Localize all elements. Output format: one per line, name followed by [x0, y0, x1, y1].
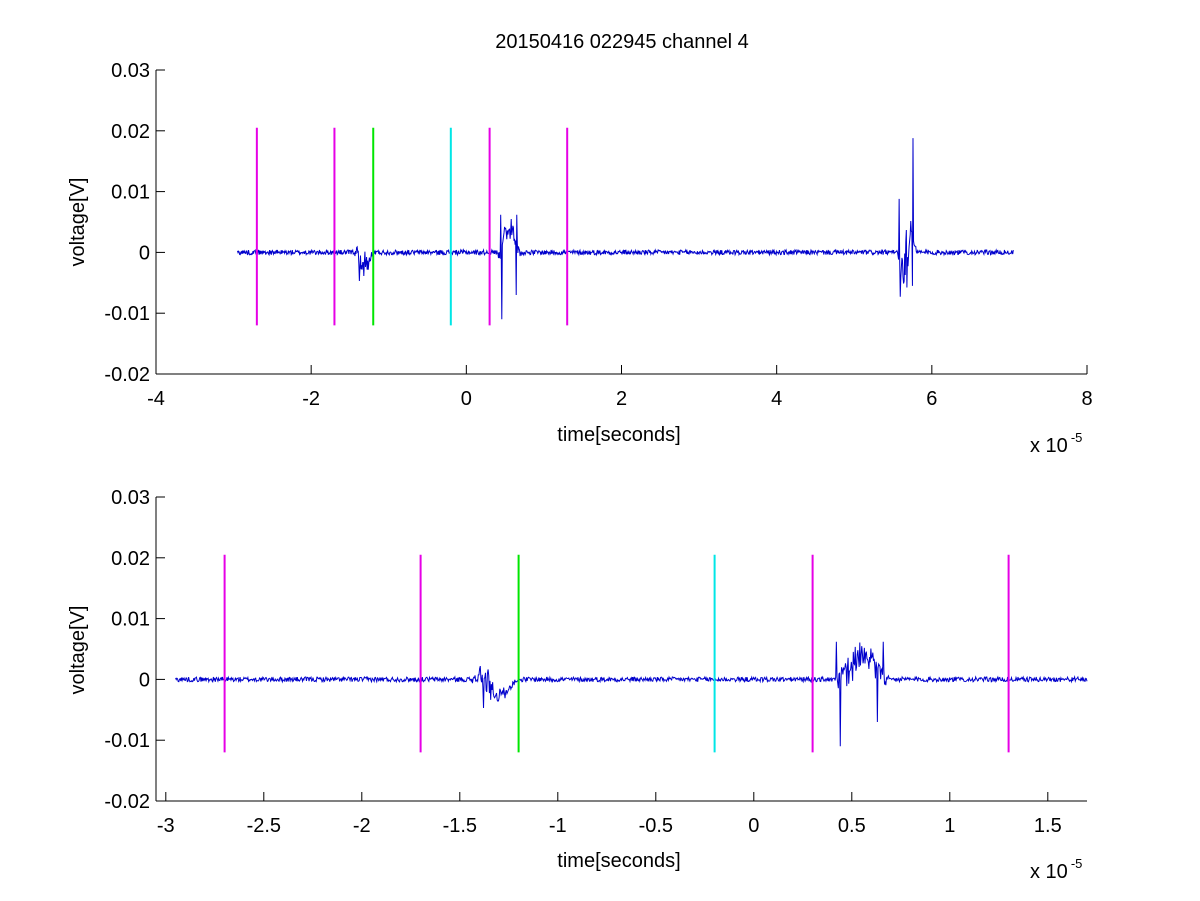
bottom-x-tick-label: -1 — [549, 815, 567, 837]
bottom-x-tick-label: -2.5 — [247, 815, 281, 837]
bottom-y-axis-label: voltage[V] — [67, 606, 89, 695]
top-signal-line — [236, 138, 1014, 320]
bottom-x-tick-label: 0 — [748, 815, 759, 837]
bottom-x-multiplier-base: x 10 — [1030, 861, 1068, 883]
top-x-multiplier-exponent: -5 — [1071, 430, 1083, 445]
top-x-tick-label: -2 — [302, 388, 320, 410]
top-y-tick-label: 0.02 — [111, 121, 150, 143]
top-plot-area: -0.02 -0.01 0 0.01 0.02 0.03 -4 -2 0 2 4 6 8 — [104, 60, 1092, 410]
bottom-y-tick-label: 0.03 — [111, 487, 150, 509]
top-y-tick-label: 0.01 — [111, 182, 150, 204]
top-x-tick-label: 4 — [771, 388, 782, 410]
top-x-multiplier-base: x 10 — [1030, 435, 1068, 457]
bottom-x-tick-label: 0.5 — [838, 815, 866, 837]
bottom-x-multiplier-exponent: -5 — [1071, 856, 1083, 871]
bottom-x-tick-label: 1 — [944, 815, 955, 837]
top-x-tick-label: 8 — [1081, 388, 1092, 410]
bottom-x-tick-label: 1.5 — [1034, 815, 1062, 837]
top-y-tick-label: -0.02 — [104, 364, 150, 386]
bottom-plot-area: -0.02 -0.01 0 0.01 0.02 0.03 -3 -2.5 -2 -1.5 -1 -0.… — [104, 487, 1088, 837]
bottom-signal-line — [175, 641, 1088, 747]
top-x-tick-label: 0 — [461, 388, 472, 410]
top-y-tick-label: -0.01 — [104, 303, 150, 325]
bottom-x-tick-label: -0.5 — [639, 815, 673, 837]
bottom-y-tick-label: 0.01 — [111, 609, 150, 631]
bottom-y-tick-label: -0.01 — [104, 730, 150, 752]
top-chart: 20150416 022945 channel 4 -0.02 -0.01 0 0.0… — [67, 31, 1093, 457]
top-y-axis-label: voltage[V] — [67, 178, 89, 267]
bottom-x-tick-label: -1.5 — [443, 815, 477, 837]
bottom-x-tick-label: -2 — [353, 815, 371, 837]
top-x-tick-label: 2 — [616, 388, 627, 410]
top-x-multiplier: x 10 -5 — [1030, 430, 1082, 457]
top-x-tick-label: 6 — [926, 388, 937, 410]
bottom-x-axis-label: time[seconds] — [557, 850, 680, 872]
top-y-tick-label: 0.03 — [111, 60, 150, 82]
bottom-x-multiplier: x 10 -5 — [1030, 856, 1082, 883]
bottom-y-tick-label: -0.02 — [104, 791, 150, 813]
bottom-chart: -0.02 -0.01 0 0.01 0.02 0.03 -3 -2.5 -2 -1.5 -1 -0.… — [67, 487, 1088, 883]
bottom-y-tick-label: 0.02 — [111, 548, 150, 570]
top-x-axis-label: time[seconds] — [557, 424, 680, 446]
bottom-x-tick-label: -3 — [157, 815, 175, 837]
chart-title: 20150416 022945 channel 4 — [495, 31, 749, 53]
bottom-y-tick-label: 0 — [139, 669, 150, 691]
top-y-tick-label: 0 — [139, 242, 150, 264]
top-x-tick-label: -4 — [147, 388, 165, 410]
